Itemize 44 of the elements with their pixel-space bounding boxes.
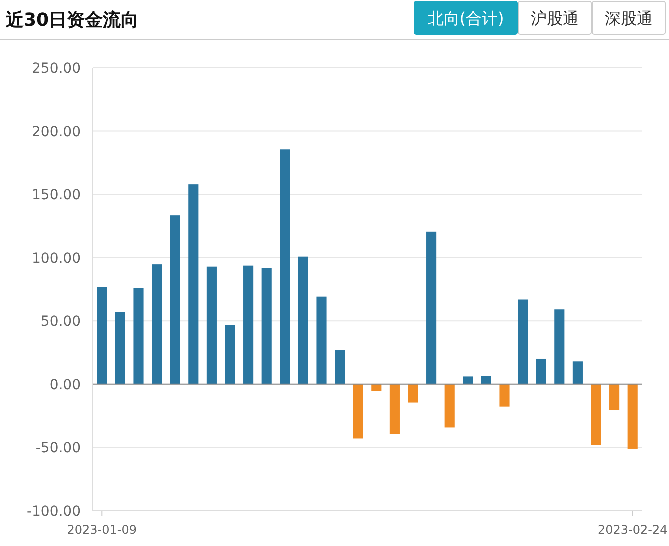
bar — [426, 232, 437, 384]
bar — [335, 350, 346, 384]
tab: 北向(合计) — [414, 1, 518, 35]
bar — [500, 384, 510, 407]
y-tick-label: -100.00 — [26, 504, 81, 520]
bar — [225, 325, 236, 384]
y-tick-label: 200.00 — [32, 124, 81, 140]
chart-title: 近30日资金流向 — [5, 10, 140, 31]
bar — [298, 256, 308, 384]
tab: 沪股通 — [518, 1, 592, 35]
bar — [554, 310, 565, 384]
y-tick-label: -50.00 — [36, 440, 81, 457]
y-tick-label: 0.00 — [50, 377, 81, 394]
bar — [206, 266, 217, 384]
bar — [628, 384, 638, 449]
bar — [372, 384, 382, 392]
x-tick-label: 2023-02-24 — [598, 523, 668, 537]
bar — [262, 268, 272, 384]
bar — [536, 358, 546, 384]
bar — [444, 384, 455, 428]
bar — [115, 312, 126, 384]
tab: 深股通 — [592, 1, 666, 35]
bar — [316, 296, 327, 384]
bar — [481, 376, 492, 384]
bar — [572, 362, 583, 384]
bar — [390, 384, 400, 434]
y-tick-label: 150.00 — [32, 188, 81, 204]
bar — [408, 384, 418, 403]
bar — [97, 287, 108, 384]
bar — [280, 150, 290, 384]
y-tick-label: 100.00 — [32, 250, 81, 267]
bar — [610, 384, 620, 411]
bar — [134, 288, 144, 384]
bar — [518, 300, 528, 384]
bar — [463, 376, 474, 384]
bar — [188, 184, 199, 384]
bar — [591, 384, 602, 446]
bar — [152, 264, 162, 384]
bar — [353, 384, 364, 439]
bar — [244, 266, 254, 384]
y-tick-label: 250.00 — [32, 61, 81, 77]
x-tick-label: 2023-01-09 — [67, 523, 138, 537]
y-tick-label: 50.00 — [40, 314, 81, 330]
bar — [170, 216, 180, 384]
